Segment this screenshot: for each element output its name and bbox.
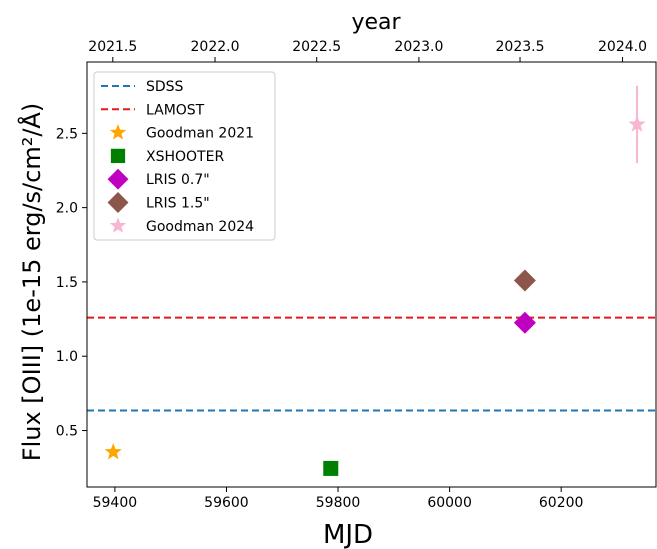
x-tick-label: 59800: [316, 495, 361, 511]
legend-marker-swatch: [109, 124, 127, 140]
data-point: [513, 269, 536, 292]
y-tick-label: 1.5: [56, 275, 78, 291]
y-axis-title: Flux [OIII] (1e-15 erg/s/cm²/Å): [17, 103, 46, 461]
y-tick-label: 1.0: [56, 349, 78, 365]
data-point: [513, 311, 536, 334]
y-tick-label: 0.5: [56, 424, 78, 440]
legend-label: XSHOOTER: [146, 149, 224, 165]
top-tick-label: 2023.0: [394, 39, 443, 55]
x-tick-label: 60200: [539, 495, 584, 511]
plot-layer: [87, 85, 656, 476]
top-axis-title: year: [351, 10, 401, 35]
legend-label: Goodman 2024: [146, 219, 254, 235]
y-tick-label: 2.0: [56, 201, 78, 217]
top-x-axis: 2021.5 2022.0 2022.5 2023.0 2023.5 2024.0: [88, 39, 647, 62]
legend-label: LAMOST: [146, 102, 205, 118]
data-point: [104, 443, 122, 460]
data-point: [628, 115, 646, 132]
x-tick-label: 59600: [204, 495, 249, 511]
legend: SDSS LAMOST Goodman 2021 XSHOOTER LRIS 0.7" L…: [93, 71, 276, 241]
legend-frame: [93, 71, 276, 241]
x-axis-title: MJD: [323, 520, 373, 549]
y-tick-label: 2.5: [56, 126, 78, 142]
legend-marker-swatch: [110, 148, 126, 164]
legend-label: SDSS: [146, 79, 184, 95]
x-tick-label: 59400: [93, 495, 138, 511]
legend-label: Goodman 2021: [146, 126, 254, 142]
top-tick-label: 2021.5: [88, 39, 137, 55]
bottom-x-axis: 59400 59600 59800 60000 60200: [93, 487, 584, 511]
top-tick-label: 2024.0: [598, 39, 647, 55]
data-point: [323, 460, 339, 476]
legend-label: LRIS 0.7": [146, 172, 210, 188]
y-axis: 0.5 1.0 1.5 2.0 2.5: [56, 126, 87, 440]
top-tick-label: 2022.0: [191, 39, 240, 55]
top-tick-label: 2023.5: [496, 39, 545, 55]
x-tick-label: 60000: [427, 495, 472, 511]
legend-marker-swatch: [107, 192, 129, 213]
plot-frame: [86, 61, 657, 488]
top-tick-label: 2022.5: [292, 39, 341, 55]
legend-label: LRIS 1.5": [146, 196, 210, 212]
legend-marker-swatch: [109, 217, 127, 233]
legend-marker-swatch: [107, 168, 129, 190]
